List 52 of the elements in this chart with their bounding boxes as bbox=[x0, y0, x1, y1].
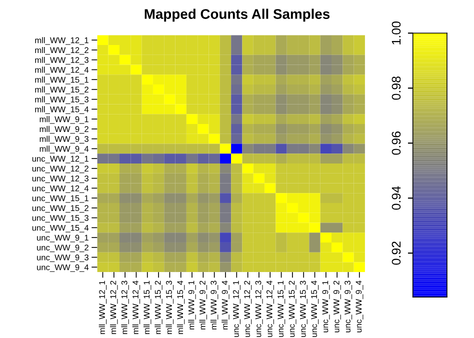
x-tick-label: mll_WW_9_4 bbox=[222, 280, 230, 330]
y-tick-label: unc_WW_9_1 bbox=[37, 234, 88, 242]
chart-title: Mapped Counts All Samples bbox=[144, 8, 330, 22]
y-tick-label: mll_WW_15_2 bbox=[35, 86, 88, 94]
x-tick-label: mll_WW_12_3 bbox=[121, 280, 129, 334]
y-tick-label: mll_WW_15_1 bbox=[35, 76, 88, 84]
x-tick-label: mll_WW_15_1 bbox=[144, 280, 152, 334]
color-bar-label: 0.98 bbox=[392, 76, 401, 100]
x-tick-label: mll_WW_15_3 bbox=[166, 280, 174, 334]
x-tick-label: unc_WW_15_1 bbox=[278, 280, 286, 337]
x-tick-label: unc_WW_12_2 bbox=[244, 280, 252, 337]
x-tick-label: unc_WW_12_4 bbox=[266, 280, 274, 337]
y-tick-label: unc_WW_15_2 bbox=[32, 205, 88, 213]
color-bar-label: 0.94 bbox=[392, 186, 401, 210]
y-tick-label: mll_WW_12_2 bbox=[35, 46, 88, 55]
color-bar-label: 0.92 bbox=[392, 242, 401, 265]
x-tick-label: mll_WW_9_3 bbox=[210, 280, 218, 330]
x-tick-label: unc_WW_9_4 bbox=[356, 280, 364, 332]
y-tick-label: mll_WW_9_3 bbox=[40, 136, 88, 144]
y-tick-label: unc_WW_12_4 bbox=[32, 185, 89, 193]
y-tick-label: mll_WW_9_4 bbox=[40, 146, 89, 154]
x-tick-label: unc_WW_15_4 bbox=[311, 280, 319, 337]
y-tick-label: unc_WW_15_4 bbox=[32, 224, 89, 232]
color-bar-label: 1.00 bbox=[392, 21, 401, 44]
y-tick-label: mll_WW_15_4 bbox=[35, 106, 89, 114]
y-tick-label: mll_WW_12_1 bbox=[35, 37, 88, 45]
x-tick-label: mll_WW_9_1 bbox=[188, 280, 196, 330]
y-tick-label: mll_WW_9_1 bbox=[40, 116, 88, 124]
y-tick-label: unc_WW_15_1 bbox=[32, 195, 88, 203]
y-tick-label: unc_WW_12_3 bbox=[32, 176, 88, 183]
x-tick-label: unc_WW_12_1 bbox=[232, 280, 240, 337]
x-tick-label: unc_WW_15_2 bbox=[288, 280, 296, 337]
x-tick-label: mll_WW_15_4 bbox=[176, 280, 185, 334]
y-tick-label: mll_WW_9_2 bbox=[40, 126, 88, 134]
x-tick-label: unc_WW_12_3 bbox=[255, 280, 263, 337]
y-tick-label: mll_WW_15_3 bbox=[35, 96, 88, 104]
x-tick-label: unc_WW_15_3 bbox=[300, 280, 308, 337]
y-tick-label: unc_WW_9_2 bbox=[37, 244, 88, 252]
x-tick-label: unc_WW_9_3 bbox=[344, 280, 352, 332]
x-tick-label: unc_WW_9_1 bbox=[322, 280, 330, 332]
x-tick-label: unc_WW_9_2 bbox=[333, 280, 341, 332]
y-tick-label: unc_WW_9_4 bbox=[37, 264, 89, 272]
y-tick-label: unc_WW_9_3 bbox=[37, 254, 88, 262]
x-tick-label: mll_WW_9_2 bbox=[199, 280, 207, 330]
color-bar-label: 0.96 bbox=[392, 132, 401, 155]
x-tick-label: mll_WW_12_4 bbox=[132, 280, 140, 334]
x-tick-label: mll_WW_15_2 bbox=[154, 280, 162, 334]
y-tick-label: unc_WW_12_2 bbox=[32, 166, 88, 174]
y-tick-label: mll_WW_12_4 bbox=[35, 66, 89, 74]
y-tick-label: mll_WW_12_3 bbox=[35, 56, 88, 65]
y-tick-label: unc_WW_15_3 bbox=[32, 214, 88, 222]
y-tick-label: unc_WW_12_1 bbox=[32, 156, 88, 164]
